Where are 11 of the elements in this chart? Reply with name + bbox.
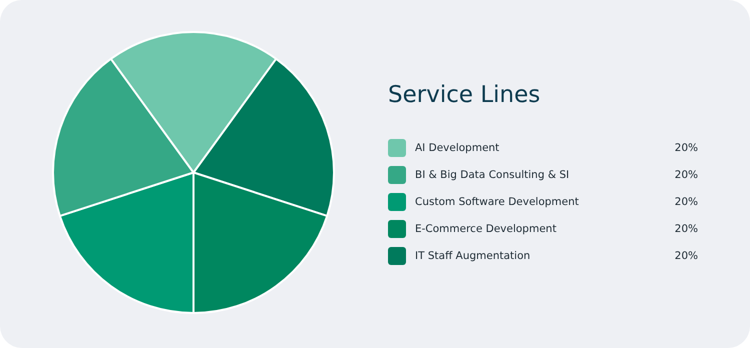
text: Service Lines: [388, 82, 542, 108]
legend-label: E-Commerce Development: [415, 222, 558, 234]
data-label: 20%: [674, 168, 698, 180]
data-label: 20%: [674, 222, 698, 234]
legend-label: IT Staff Augmentation: [415, 250, 532, 262]
legend-label: BI & Big Data Consulting & SI: [415, 168, 570, 180]
data-label: 20%: [674, 142, 698, 154]
legend-label: AI Development: [415, 142, 500, 154]
data-label: 20%: [674, 196, 698, 208]
data-label: 20%: [674, 250, 698, 262]
legend-label: Custom Software Development: [415, 196, 580, 208]
